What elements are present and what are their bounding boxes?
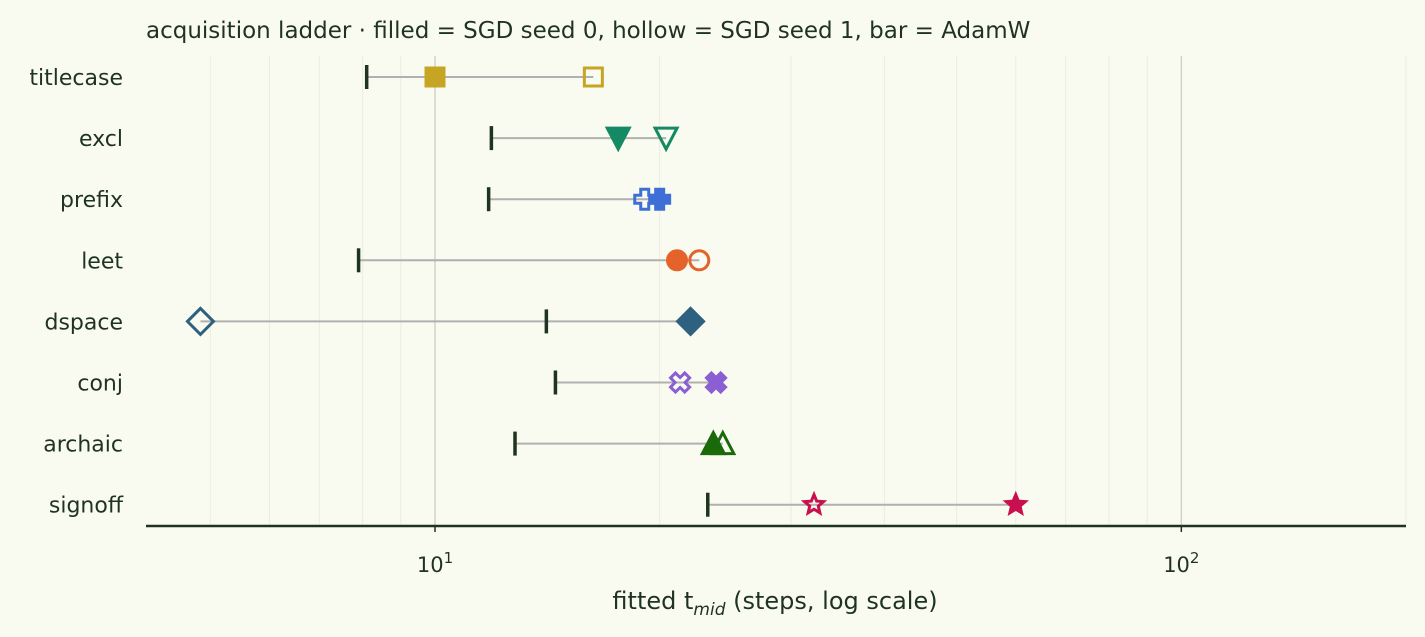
plot-rows: titlecase excl prefix leet dspace conj archaic… — [29, 65, 1029, 519]
sgd-seed1-marker — [800, 490, 828, 516]
x-axis-label-sub: mid — [693, 600, 725, 620]
x-axis-label-tail: (steps, log scale) — [725, 587, 937, 615]
row-dspace: dspace — [44, 306, 706, 337]
x-axis-label-main: fitted t — [612, 587, 693, 615]
x-tick-exponent: 2 — [1190, 549, 1200, 567]
row-label: dspace — [44, 310, 123, 335]
row-label: conj — [77, 372, 123, 397]
row-excl: excl — [79, 126, 680, 153]
sgd-seed0-marker — [699, 429, 727, 456]
sgd-seed0-marker — [1002, 490, 1029, 516]
x-tick-exponent: 1 — [444, 549, 454, 567]
sgd-seed0-marker — [675, 306, 706, 337]
sgd-seed1-marker — [688, 249, 711, 272]
row-label: archaic — [43, 433, 123, 458]
chart-title: acquisition ladder · filled = SGD seed 0… — [146, 18, 1030, 44]
sgd-seed1-marker — [668, 370, 692, 395]
row-signoff: signoff — [49, 490, 1029, 519]
x-tick-label: 101 — [417, 549, 453, 577]
row-label: signoff — [49, 494, 124, 519]
x-tick-labels: 101 102 — [417, 526, 1199, 577]
row-label: leet — [81, 249, 123, 274]
sgd-seed1-marker — [185, 306, 216, 337]
sgd-seed0-marker — [666, 249, 689, 272]
sgd-seed0-marker — [424, 66, 446, 88]
sgd-seed0-marker — [648, 187, 672, 211]
row-label: titlecase — [29, 66, 123, 91]
row-archaic: archaic — [43, 429, 737, 458]
row-prefix: prefix — [60, 187, 672, 213]
row-leet: leet — [81, 248, 711, 274]
x-tick-base: 10 — [417, 553, 444, 577]
sgd-seed1-marker — [652, 126, 680, 153]
sgd-seed0-marker — [704, 370, 728, 395]
row-label: prefix — [60, 188, 123, 213]
x-tick-label: 102 — [1163, 549, 1199, 577]
sgd-seed1-marker — [582, 66, 604, 88]
row-conj: conj — [77, 370, 728, 397]
sgd-seed0-marker — [604, 126, 632, 153]
grid-lines — [209, 56, 1407, 526]
x-tick-base: 10 — [1163, 553, 1190, 577]
row-label: excl — [79, 127, 123, 152]
x-axis-label: fitted tmid (steps, log scale) — [612, 587, 937, 620]
row-titlecase: titlecase — [29, 65, 604, 91]
